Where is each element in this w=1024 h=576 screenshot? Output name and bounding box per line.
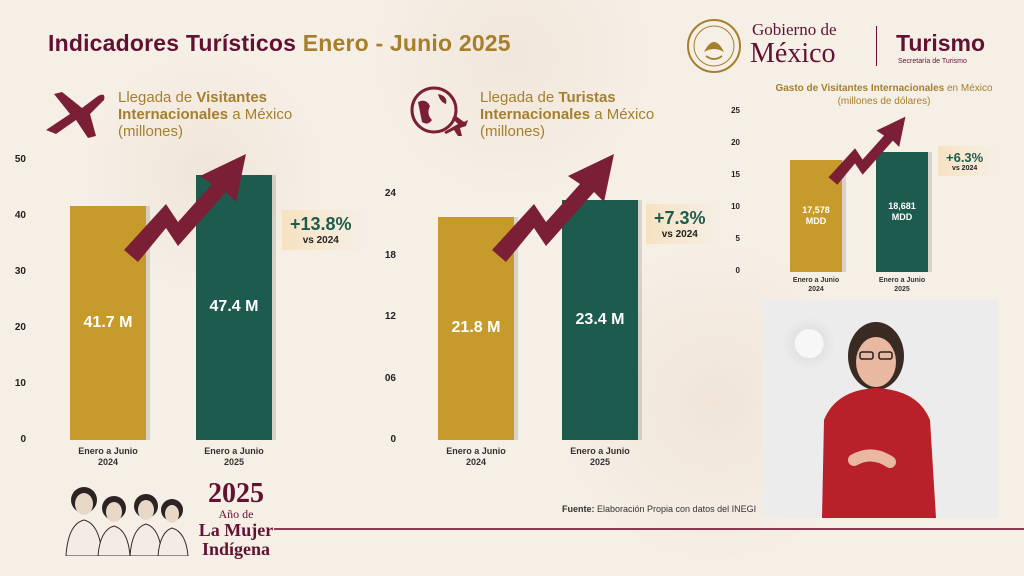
y-tick-label: 10 <box>14 378 26 389</box>
panel3-title: Gasto de Visitantes Internacionales en M… <box>775 83 993 107</box>
growth-arrow-icon <box>828 116 906 185</box>
change-percent: +13.8% <box>290 214 352 234</box>
y-tick-label: 25 <box>731 106 740 115</box>
panel2-title: Llegada de Turistas Internacionales a Mé… <box>480 89 655 140</box>
turismo-text: Turismo <box>896 30 986 56</box>
national-seal-icon <box>687 19 741 73</box>
y-tick-label: 10 <box>731 202 740 211</box>
bar-2024: 21.8 M <box>438 216 514 440</box>
category-label: Enero a Junio 2025 <box>570 446 630 467</box>
category-label: Enero a Junio 2025 <box>204 446 264 467</box>
bar-2025: 23.4 M <box>562 200 638 440</box>
change-percent: +7.3% <box>654 208 706 228</box>
sign-language-interpreter-video <box>762 300 998 518</box>
logo-separator <box>876 26 877 66</box>
y-tick-label: 20 <box>731 138 740 147</box>
growth-arrow-icon <box>124 154 246 262</box>
gobierno-de-text: Gobierno de <box>752 20 837 39</box>
footer-divider <box>274 528 1024 530</box>
change-note: vs 2024 <box>951 165 978 172</box>
year-logo: 2025 Año de La Mujer Indígena <box>198 478 274 559</box>
y-tick-label: 0 <box>735 266 740 275</box>
secretaria-text: Secretaría de Turismo <box>898 58 967 65</box>
airplane-icon <box>46 92 105 138</box>
category-label: Enero a Junio 2024 <box>78 446 138 467</box>
source-note: Fuente: Elaboración Propia con datos del… <box>562 504 757 514</box>
bar-2025: 47.4 M <box>196 174 272 440</box>
y-tick-label: 18 <box>384 249 396 261</box>
category-label: Enero a Junio 2024 <box>792 277 840 293</box>
bar-value-label: 47.4 M <box>209 298 259 316</box>
mexico-text: México <box>750 38 836 69</box>
category-label: Enero a Junio 2024 <box>446 446 506 467</box>
change-badge: +13.8% vs 2024 <box>282 210 366 250</box>
change-percent: +6.3% <box>946 150 984 165</box>
change-badge: +6.3% vs 2024 <box>938 146 998 176</box>
change-note: vs 2024 <box>302 235 339 246</box>
indigenous-women-illustration <box>65 487 189 556</box>
y-tick-label: 12 <box>384 311 396 322</box>
interpreter-figure <box>822 322 936 518</box>
bar-value-label: 23.4 M <box>575 311 625 329</box>
bar-value-label: 41.7 M <box>83 314 133 332</box>
y-tick-label: 0 <box>390 434 396 445</box>
bar-value-label: 17,578 MDD <box>802 204 830 226</box>
growth-arrow-icon <box>492 154 614 262</box>
y-tick-label: 0 <box>20 434 26 445</box>
y-tick-label: 20 <box>14 322 26 333</box>
change-note: vs 2024 <box>661 229 698 240</box>
y-tick-label: 40 <box>14 210 26 221</box>
globe-plane-icon <box>410 86 468 136</box>
bar-2025: 18,681 MDD <box>876 152 928 272</box>
category-label: Enero a Junio 2025 <box>878 277 926 293</box>
bar-value-label: 21.8 M <box>451 319 501 337</box>
panel1-title: Llegada de Visitantes Internacionales a … <box>118 89 293 140</box>
y-tick-label: 06 <box>384 372 396 384</box>
change-badge: +7.3% vs 2024 <box>646 204 720 244</box>
y-tick-label: 50 <box>14 154 26 165</box>
gobierno-logo: Gobierno de México Turismo Secretaría de… <box>686 16 1016 74</box>
y-tick-label: 15 <box>731 170 740 179</box>
bar-value-label: 18,681 MDD <box>888 201 916 223</box>
y-tick-label: 30 <box>14 266 26 277</box>
y-tick-label: 5 <box>735 234 740 243</box>
y-tick-label: 24 <box>384 188 396 199</box>
page-title: Indicadores Turísticos Enero - Junio 202… <box>48 30 511 56</box>
